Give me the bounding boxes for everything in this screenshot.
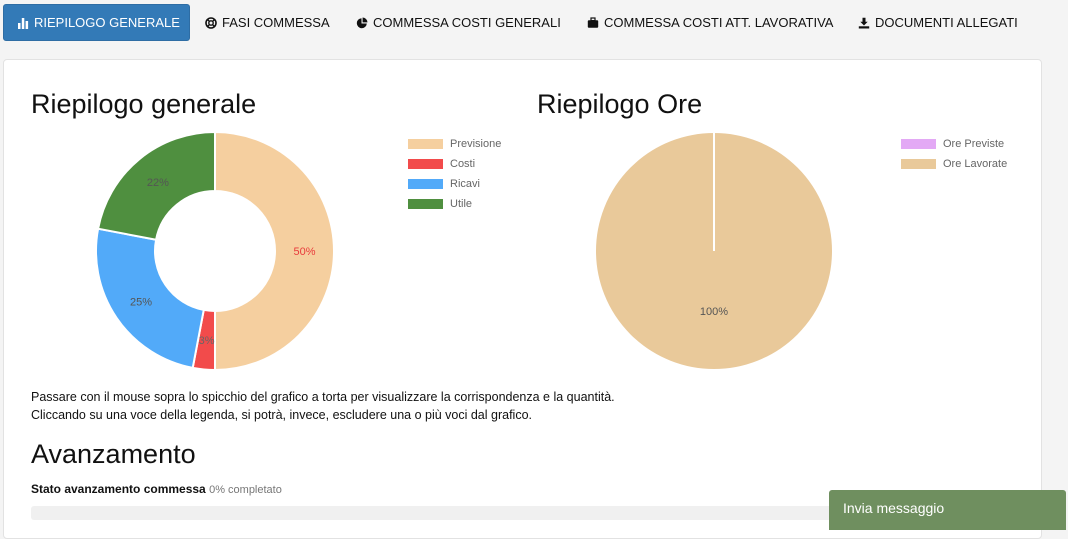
- pie-slice-ricavi[interactable]: [95, 227, 205, 370]
- progress-title: Avanzamento: [31, 439, 196, 469]
- legend-item-ore-lavorate[interactable]: Ore Lavorate: [901, 154, 1007, 174]
- legend-item-utile[interactable]: Utile: [408, 194, 501, 214]
- pie-slice-utile[interactable]: [96, 130, 216, 241]
- legend-label: Ore Previste: [943, 138, 1005, 150]
- tab-riepilogo-generale[interactable]: RIEPILOGO GENERALE: [3, 4, 190, 41]
- pie-slice-previsione[interactable]: [214, 130, 335, 372]
- send-message-button[interactable]: Invia messaggio: [829, 490, 1066, 530]
- legend-swatch: [901, 139, 936, 149]
- tab-label: FASI COMMESSA: [222, 15, 330, 30]
- tab-documenti-allegati[interactable]: DOCUMENTI ALLEGATI: [845, 4, 1031, 41]
- summary-legend: Previsione Costi Ricavi Utile: [408, 134, 501, 214]
- legend-swatch: [901, 159, 936, 169]
- progress-label: Stato avanzamento commessa 0% completato: [31, 482, 282, 496]
- hours-legend: Ore Previste Ore Lavorate: [901, 134, 1007, 174]
- help-line-hover: Passare con il mouse sopra lo spicchio d…: [31, 390, 615, 404]
- tab-commessa-costi-att-lavorativa[interactable]: COMMESSA COSTI ATT. LAVORATIVA: [574, 4, 846, 41]
- legend-swatch: [408, 159, 443, 169]
- tab-bar: RIEPILOGO GENERALE FASI COMMESSA COMMESS…: [0, 0, 1068, 46]
- legend-label: Ore Lavorate: [943, 158, 1008, 170]
- legend-item-previsione[interactable]: Previsione: [408, 134, 501, 154]
- tab-label: COMMESSA COSTI ATT. LAVORATIVA: [604, 15, 834, 30]
- legend-swatch: [408, 199, 443, 209]
- briefcase-icon: [587, 16, 599, 28]
- slice-label: 25%: [130, 296, 152, 308]
- slice-label: 3%: [199, 335, 215, 347]
- hours-title: Riepilogo Ore: [537, 89, 703, 119]
- chart-help-text: Passare con il mouse sopra lo spicchio d…: [31, 388, 615, 424]
- legend-label: Costi: [450, 158, 476, 170]
- help-line-legend: Cliccando su una voce della legenda, si …: [31, 408, 533, 422]
- legend-swatch: [408, 179, 443, 189]
- legend-item-ore-previste[interactable]: Ore Previste: [901, 134, 1007, 154]
- tab-label: DOCUMENTI ALLEGATI: [875, 15, 1018, 30]
- progress-percent-text: 0% completato: [209, 484, 282, 496]
- tab-label: COMMESSA COSTI GENERALI: [373, 15, 561, 30]
- progress-bar: [31, 506, 1031, 520]
- legend-item-costi[interactable]: Costi: [408, 154, 501, 174]
- legend-label: Ricavi: [450, 178, 480, 190]
- hours-pie-chart: 100%: [594, 131, 834, 371]
- legend-swatch: [408, 139, 443, 149]
- summary-title: Riepilogo generale: [31, 89, 257, 119]
- slice-label: 100%: [700, 306, 728, 318]
- send-message-label: Invia messaggio: [843, 500, 945, 516]
- slice-label: 22%: [147, 177, 169, 189]
- download-icon: [858, 17, 870, 28]
- slice-label: 50%: [293, 246, 315, 258]
- life-ring-icon: [205, 16, 217, 29]
- bar-chart-icon: [18, 17, 29, 29]
- legend-label: Previsione: [450, 138, 502, 150]
- tab-commessa-costi-generali[interactable]: COMMESSA COSTI GENERALI: [343, 4, 574, 41]
- legend-item-ricavi[interactable]: Ricavi: [408, 174, 501, 194]
- legend-label: Utile: [450, 198, 473, 210]
- pie-chart-icon: [356, 17, 368, 28]
- progress-label-text: Stato avanzamento commessa: [31, 482, 206, 496]
- tab-label: RIEPILOGO GENERALE: [34, 15, 180, 30]
- tab-fasi-commessa[interactable]: FASI COMMESSA: [192, 4, 343, 41]
- summary-doughnut-chart: 50% 3% 25% 22%: [95, 130, 335, 372]
